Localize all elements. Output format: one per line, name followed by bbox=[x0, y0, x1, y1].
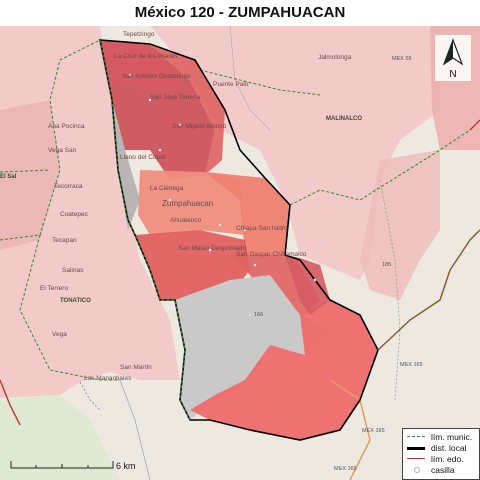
place-label: Los Manantiales bbox=[84, 375, 132, 382]
road-label: 185 bbox=[382, 262, 391, 268]
road-south bbox=[119, 379, 151, 480]
place-label: San Antonio Guadalupe bbox=[122, 73, 191, 80]
place-label: Puente Palo bbox=[213, 81, 249, 88]
place-label: MALINALCO bbox=[326, 116, 362, 122]
road-dotted-southwest bbox=[79, 381, 101, 411]
legend-label: lím. edo. bbox=[431, 454, 464, 464]
section-uncovered bbox=[175, 275, 330, 420]
section-west-strip bbox=[112, 100, 140, 230]
place-label: La Ciénega bbox=[150, 185, 184, 192]
place-label: La Cruz de los Pilares bbox=[114, 53, 178, 60]
road-label: MEX 165 bbox=[334, 466, 357, 472]
highway-mex165 bbox=[329, 379, 371, 480]
place-label: TONATICO bbox=[60, 298, 91, 304]
section-southeast bbox=[190, 300, 378, 440]
legend-item-municipal: lím. munic. bbox=[407, 432, 479, 442]
district-municipal-overlay bbox=[99, 39, 191, 421]
place-label: Tecapan bbox=[52, 237, 77, 244]
municipal-border-2 bbox=[0, 169, 51, 173]
section-south bbox=[135, 230, 250, 300]
region-east bbox=[360, 150, 440, 300]
legend-item-casilla: casilla bbox=[407, 465, 479, 475]
place-label: Chiapa San Isidro bbox=[236, 225, 288, 232]
municipal-border-3 bbox=[19, 234, 120, 381]
place-label: Zumpahuacan bbox=[162, 199, 213, 208]
place-label: El Terrero bbox=[40, 285, 68, 292]
legend-label: lím. munic. bbox=[431, 432, 473, 442]
road-label: 166 bbox=[254, 312, 263, 318]
place-label: Coatepec bbox=[60, 211, 89, 218]
place-label: Ahuatenco bbox=[170, 217, 201, 224]
place-label: San Mateo Despoblado bbox=[178, 245, 246, 252]
legend-label: casilla bbox=[431, 465, 455, 475]
casilla-points bbox=[128, 73, 322, 317]
legend-label: dist. local bbox=[431, 443, 467, 453]
legend-swatch-municipal bbox=[407, 436, 425, 437]
forest-area bbox=[0, 395, 120, 480]
section-center-east bbox=[205, 172, 290, 255]
road-label: MEX 165 bbox=[362, 428, 385, 434]
place-label: Vega San bbox=[48, 147, 77, 154]
municipal-border-1 bbox=[0, 39, 101, 241]
scale-label: 6 km bbox=[116, 461, 136, 471]
place-label: Salinas bbox=[62, 267, 84, 274]
place-label: El Sal bbox=[0, 174, 17, 180]
place-label: Tepetzingo bbox=[123, 31, 155, 38]
place-label: San Martín bbox=[120, 364, 152, 371]
place-label: Jalmolonga bbox=[318, 54, 352, 61]
map-title: México 120 - ZUMPAHUACAN bbox=[134, 4, 346, 21]
road-label: MEX 55 bbox=[392, 56, 412, 62]
north-arrow: N bbox=[434, 34, 472, 82]
section-center bbox=[138, 170, 245, 235]
north-arrow-half bbox=[444, 40, 453, 64]
map-legend: lím. munic. dist. local lím. edo. casill… bbox=[402, 428, 480, 480]
municipal-border-5 bbox=[199, 69, 321, 96]
state-border-east-dash bbox=[377, 229, 480, 351]
map-canvas[interactable]: Tepetzingo La Cruz de los Pilares San An… bbox=[0, 26, 480, 480]
region-northeast bbox=[150, 26, 440, 280]
road-north bbox=[229, 26, 271, 131]
place-label: Llano del Copal bbox=[120, 154, 166, 161]
legend-swatch-district bbox=[407, 447, 425, 450]
road-east bbox=[379, 179, 401, 401]
section-north-east bbox=[150, 45, 225, 175]
legend-item-district: dist. local bbox=[407, 443, 479, 453]
road-label: MEX 165 bbox=[400, 362, 423, 368]
legend-swatch-casilla bbox=[414, 467, 420, 473]
place-label: Tecorraca bbox=[54, 183, 83, 190]
north-label: N bbox=[449, 69, 456, 80]
section-north-top bbox=[104, 40, 185, 95]
scale-bar bbox=[10, 458, 114, 476]
legend-swatch-state bbox=[407, 458, 425, 459]
place-label: San Miguel Atenco bbox=[172, 123, 227, 130]
scale-bar-line bbox=[10, 461, 114, 469]
place-label: San José Tenería bbox=[150, 94, 201, 101]
state-border-west bbox=[0, 379, 21, 426]
place-label: San Gaspar Chiltamalco bbox=[236, 251, 307, 258]
municipal-border-4 bbox=[289, 129, 471, 206]
place-label: Ana Pocinca bbox=[48, 123, 85, 130]
district-border bbox=[99, 39, 379, 441]
section-right-wedge bbox=[285, 255, 330, 315]
region-far-west bbox=[0, 100, 60, 250]
place-label: Vega bbox=[52, 331, 67, 338]
state-border-ne bbox=[469, 119, 480, 131]
legend-item-state: lím. edo. bbox=[407, 454, 479, 464]
